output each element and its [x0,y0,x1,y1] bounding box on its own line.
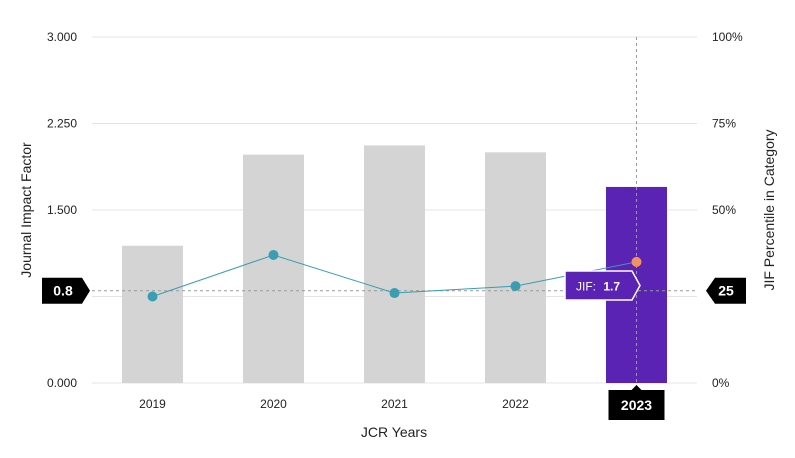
left-axis-title: Journal Impact Factor [18,142,34,278]
right-tick-label: 100% [712,30,743,44]
right-tick-label: 75% [712,117,736,131]
x-tick-label: 2022 [502,397,529,411]
percentile-point-2023[interactable] [631,256,642,267]
x-axis-title: JCR Years [361,424,427,440]
bar-series [122,145,667,383]
x-tick-label: 2021 [381,397,408,411]
x-tick-label: 2019 [139,397,166,411]
reference-flag-right: 25 [706,277,746,304]
year-flag: 2023 [608,385,665,420]
year-flag-shape [608,385,665,420]
percentile-point-2022[interactable] [510,281,521,292]
right-axis-ticks: 0%25%50%75%100% [712,30,743,390]
reference-flag-left-label: 0.8 [53,283,73,299]
tooltip-label: JIF: [576,280,596,294]
reference-flag-right-label: 25 [718,283,734,299]
bar-2020[interactable] [243,154,304,383]
right-tick-label: 50% [712,203,736,217]
bar-2022[interactable] [485,152,546,383]
year-flag-label: 2023 [621,397,652,413]
tooltip-text: JIF: 1.7 [576,280,620,294]
percentile-point-2021[interactable] [389,288,400,299]
bar-2019[interactable] [122,245,183,383]
bar-2021[interactable] [364,145,425,383]
x-tick-label: 2020 [260,397,287,411]
x-axis-ticks: 2019 2020 2021 2022 [139,397,529,411]
right-tick-label: 0% [712,376,730,390]
left-tick-label: 3.000 [47,30,77,44]
reference-flag-left: 0.8 [42,277,90,304]
percentile-point-2020[interactable] [268,249,279,260]
percentile-point-2019[interactable] [147,291,158,302]
left-tick-label: 0.000 [47,376,77,390]
reference-flag-left-shape [42,277,90,304]
left-tick-label: 1.500 [47,203,77,217]
right-axis-title: JIF Percentile in Category [761,129,777,290]
tooltip-value: 1.7 [603,280,620,294]
tooltip: JIF: 1.7 [564,270,641,301]
reference-flag-right-shape [706,277,746,304]
tooltip-box [564,270,641,301]
percentile-series [147,249,642,302]
left-tick-label: 2.250 [47,117,77,131]
